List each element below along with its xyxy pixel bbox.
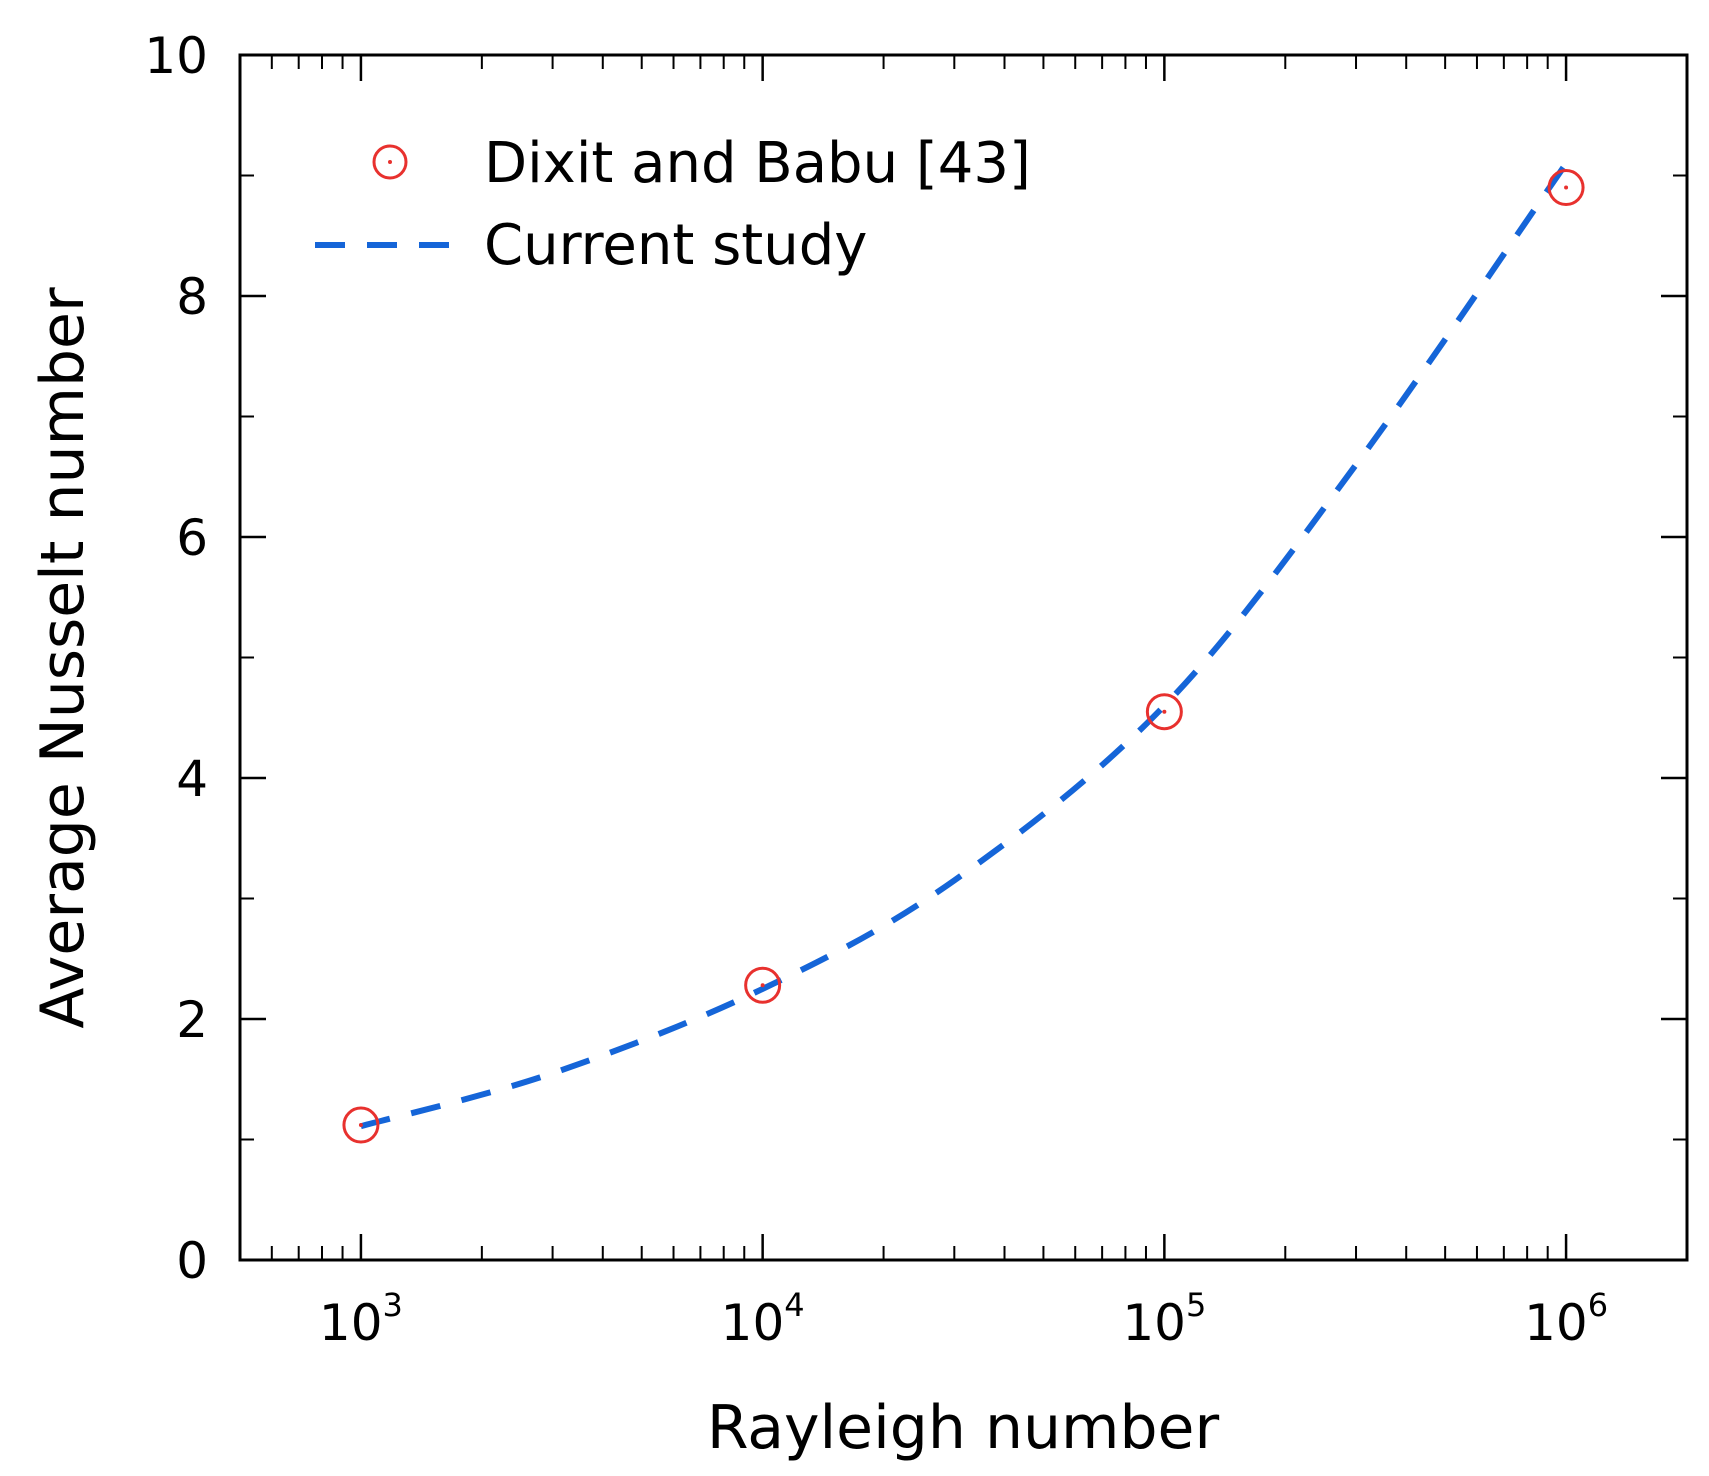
y-tick-label: 10	[144, 27, 208, 85]
x-tick-label: 105	[1122, 1286, 1206, 1352]
y-tick-label: 2	[176, 991, 208, 1049]
legend-entry-reference: Dixit and Babu [43]	[484, 131, 1031, 196]
x-tick-label: 106	[1524, 1286, 1608, 1352]
y-axis-label: Average Nusselt number	[28, 287, 98, 1029]
x-axis-label: Rayleigh number	[707, 1393, 1220, 1463]
reference-data-point	[1547, 169, 1585, 207]
y-tick-label: 4	[176, 750, 208, 808]
axis-ticks	[240, 53, 1687, 1262]
current-study-line	[360, 161, 1569, 1130]
reference-data-point	[342, 1106, 380, 1144]
y-tick-label: 8	[176, 268, 208, 326]
legend: Dixit and Babu [43] Current study	[315, 131, 1031, 278]
reference-data-point	[1145, 693, 1183, 731]
legend-marker-icon	[372, 144, 408, 180]
plot-frame	[238, 53, 1689, 1262]
y-tick-label: 0	[176, 1232, 208, 1290]
reference-data-point	[744, 966, 782, 1004]
tick-labels: 103 104 105 106 0 2 4 6 8 10	[144, 27, 1608, 1352]
x-tick-label: 104	[721, 1286, 805, 1352]
x-tick-label: 103	[319, 1286, 403, 1352]
data-series	[342, 161, 1585, 1144]
y-tick-label: 6	[176, 509, 208, 567]
legend-entry-current: Current study	[484, 213, 867, 278]
